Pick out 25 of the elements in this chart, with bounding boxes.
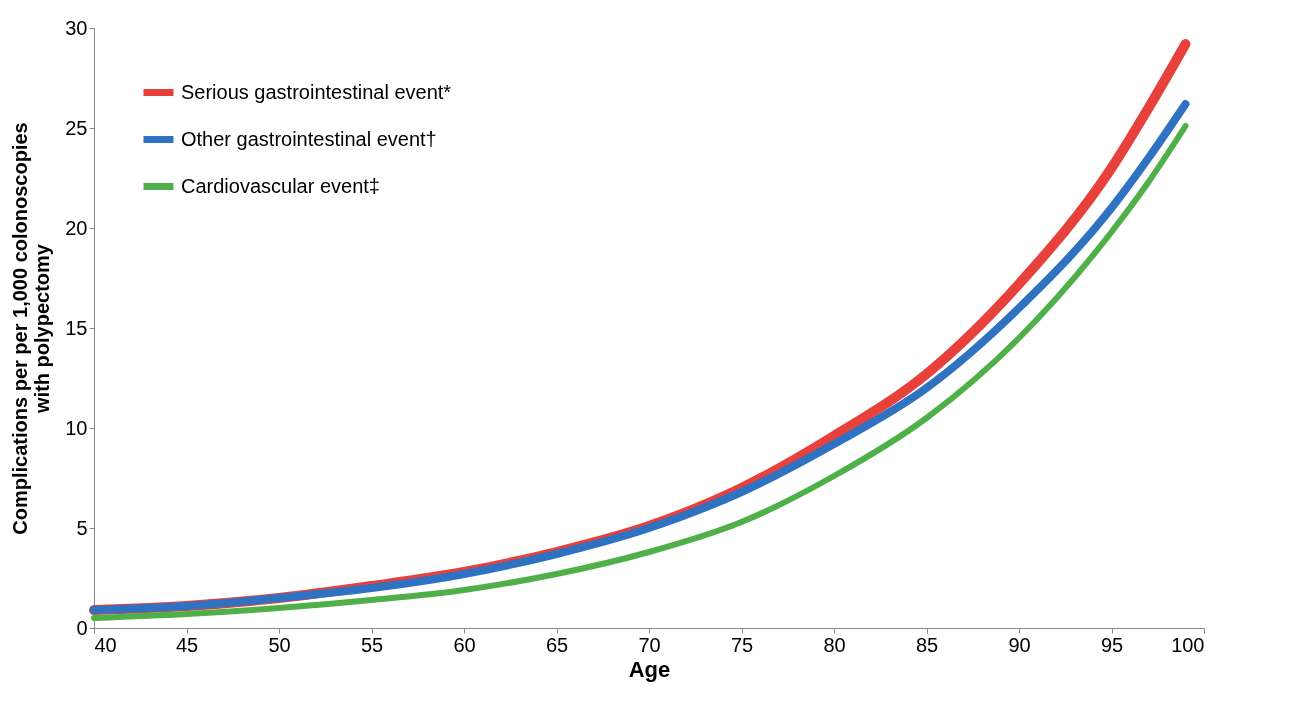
y-tick-label: 0	[76, 616, 88, 639]
x-tick-label: 75	[730, 633, 754, 656]
y-axis-title: Complications per per 1,000 colonoscopies with polypectomy	[9, 122, 54, 535]
x-tick-label: 90	[1008, 633, 1031, 656]
y-tick-label: 30	[65, 16, 88, 39]
y-tick-label: 25	[65, 116, 88, 139]
legend-label: Serious gastrointestinal event*	[181, 80, 452, 103]
x-tick-label: 70	[638, 633, 661, 656]
x-tick-label: 45	[175, 633, 199, 656]
x-tick-label: 60	[453, 633, 476, 656]
x-tick-label: 55	[360, 633, 384, 656]
x-tick-label: 95	[1100, 633, 1124, 656]
y-tick-label: 20	[65, 216, 88, 239]
x-tick-label: 100	[1171, 633, 1205, 656]
legend-label: Other gastrointestinal event†	[181, 127, 437, 150]
x-tick-label: 50	[268, 633, 291, 656]
y-tick-label: 10	[65, 416, 88, 439]
x-tick-label: 80	[823, 633, 846, 656]
x-tick-label: 65	[545, 633, 569, 656]
x-tick-label: 40	[94, 633, 117, 656]
y-tick-label: 15	[65, 316, 88, 339]
x-tick-label: 85	[915, 633, 939, 656]
y-tick-label: 5	[76, 516, 88, 539]
x-axis-title: Age	[628, 656, 671, 682]
legend-label: Cardiovascular event‡	[181, 174, 380, 197]
